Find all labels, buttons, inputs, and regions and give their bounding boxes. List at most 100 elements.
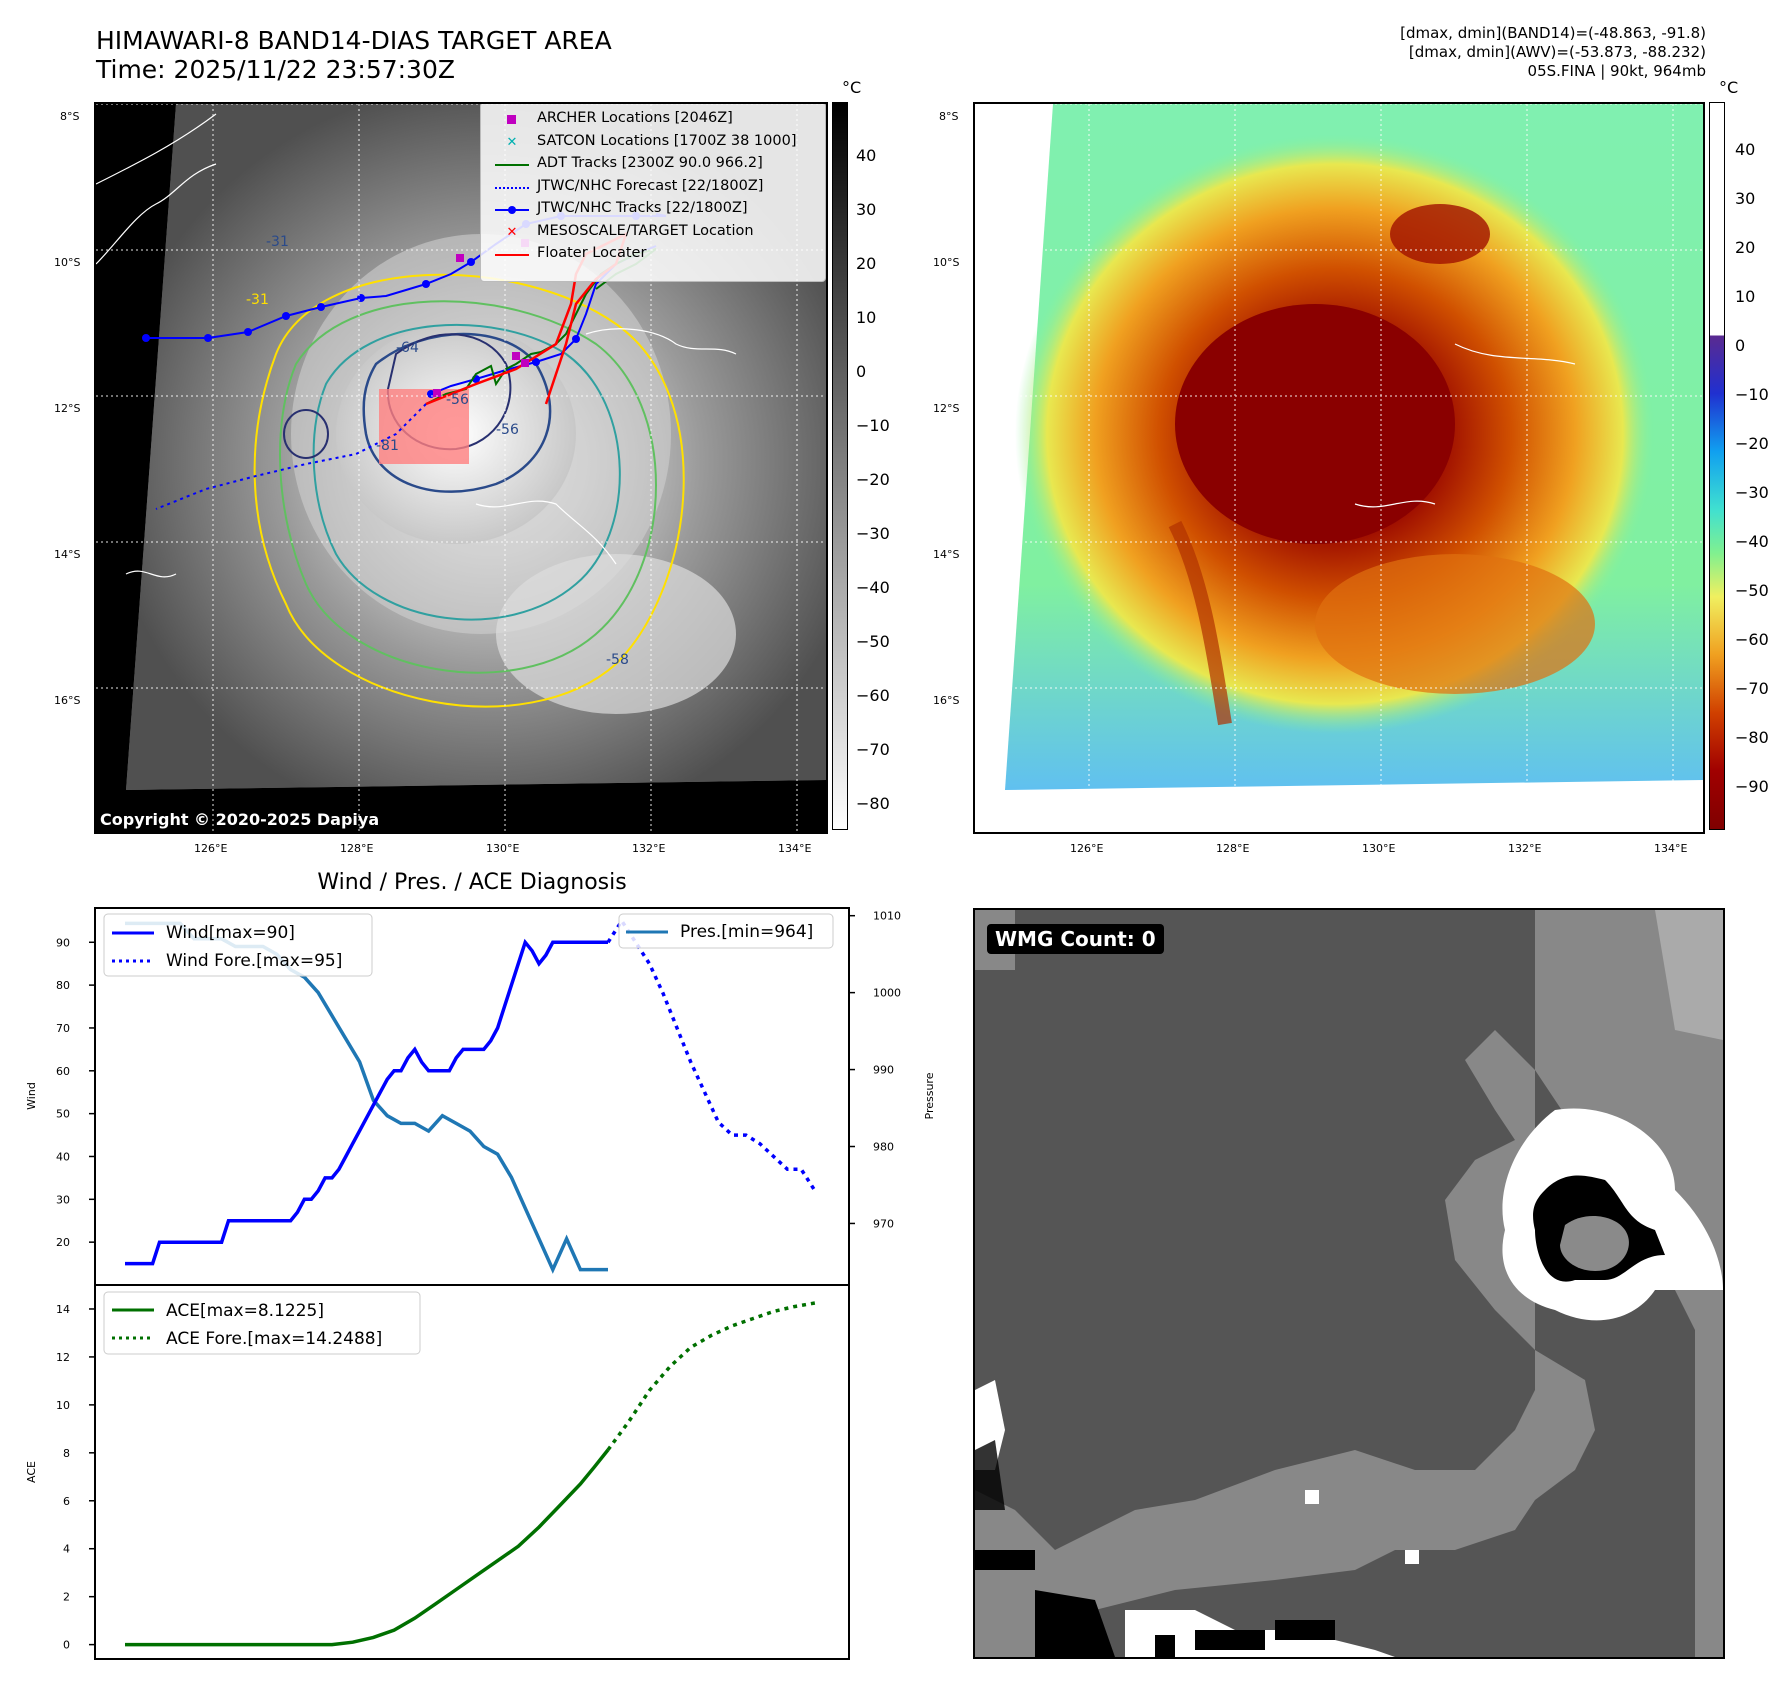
wind-forecast-series-line: [606, 917, 817, 1192]
lat-label: 12°S: [54, 402, 81, 415]
lat-label: 14°S: [54, 548, 81, 561]
ace-tick-label: 6: [63, 1495, 70, 1508]
lat-label: 16°S: [54, 694, 81, 707]
ir-colorbar-tick: −70: [856, 740, 890, 759]
lon-label: 128°E: [340, 842, 374, 855]
x-marker-icon: ✕: [506, 224, 518, 240]
wind-tick-label: 80: [56, 979, 70, 992]
ace-tick-label: 2: [63, 1591, 70, 1604]
lat-label: 10°S: [933, 256, 960, 269]
ir-map-panel: -31 -31 -64 -56 -56 -81 -58 ARCHER Locat…: [94, 102, 828, 834]
lat-label: 16°S: [933, 694, 960, 707]
ace-axis-label: ACE: [25, 1461, 38, 1483]
contour-label: -58: [606, 652, 629, 668]
legend-item-mesoscale: ✕ MESOSCALE/TARGET Location: [481, 222, 825, 245]
ace-y-ticks: 0 2 4 6 8 10 12 14: [56, 1303, 95, 1652]
ace-tick-label: 4: [63, 1543, 70, 1556]
ace-series-group: [125, 1301, 816, 1647]
awv-colorbar-tick: 40: [1735, 140, 1756, 159]
pressure-y-ticks: 970 980 990 1000 1010: [849, 910, 901, 1230]
ir-colorbar-unit: °C: [842, 78, 862, 97]
ir-colorbar-tick: 0: [856, 362, 867, 381]
awv-colorbar-tick: −90: [1735, 777, 1769, 796]
wind-tick-label: 30: [56, 1193, 70, 1206]
wind-tick-label: 40: [56, 1150, 70, 1163]
awv-colorbar-tick: −70: [1735, 679, 1769, 698]
wind-legend: Wind[max=90] Wind Fore.[max=95]: [103, 913, 373, 977]
figure-title: HIMAWARI-8 BAND14-DIAS TARGET AREA Time:…: [96, 26, 612, 84]
ace-tick-label: 14: [56, 1303, 70, 1316]
awv-colorbar-tick: 20: [1735, 238, 1756, 257]
awv-colorbar-tick: 10: [1735, 287, 1756, 306]
ir-colorbar-tick: 10: [856, 308, 877, 327]
ace-series-line: [125, 1448, 610, 1647]
x-marker-icon: ✕: [506, 134, 518, 150]
awv-colorbar-tick: −20: [1735, 434, 1769, 453]
contour-label: -31: [246, 292, 269, 308]
wind-y-ticks: 20 30 40 50 60 70 80 90: [56, 936, 95, 1249]
diagnostic-info: [dmax, dmin](BAND14)=(-48.863, -91.8) [d…: [1400, 24, 1706, 81]
wind-tick-label: 70: [56, 1022, 70, 1035]
awv-colorbar-tick: −60: [1735, 630, 1769, 649]
ir-colorbar-tick: 40: [856, 146, 877, 165]
awv-colorbar-tick: −30: [1735, 483, 1769, 502]
legend-item-jtwc-forecast: JTWC/NHC Forecast [22/1800Z]: [481, 177, 825, 200]
wmg-count-badge: WMG Count: 0: [987, 924, 1164, 954]
line-marker-icon: [495, 157, 529, 173]
awv-colorbar-unit: °C: [1719, 78, 1739, 97]
ir-colorbar-tick: −20: [856, 470, 890, 489]
ir-map-legend: ARCHER Locations [2046Z] ✕ SATCON Locati…: [480, 104, 826, 282]
info-line-2: [dmax, dmin](AWV)=(-53.873, -88.232): [1408, 43, 1706, 61]
pressure-tick-label: 970: [873, 1217, 894, 1230]
lat-label: 10°S: [54, 256, 81, 269]
wmg-imagery: [975, 910, 1723, 1657]
awv-colorbar-tick: −50: [1735, 581, 1769, 600]
pressure-series-line: [125, 921, 608, 1274]
awv-colorbar: [1709, 102, 1725, 830]
info-line-1: [dmax, dmin](BAND14)=(-48.863, -91.8): [1400, 24, 1706, 42]
wind-legend-label: Wind[max=90]: [166, 923, 295, 943]
ace-tick-label: 12: [56, 1351, 70, 1364]
contour-label: -56: [446, 392, 469, 408]
awv-map-imagery: [975, 104, 1703, 832]
legend-item-satcon: ✕ SATCON Locations [1700Z 38 1000]: [481, 132, 825, 155]
line-dot-icon: [495, 202, 529, 218]
lon-label: 132°E: [1508, 842, 1542, 855]
ace-tick-label: 0: [63, 1639, 70, 1652]
lon-label: 126°E: [194, 842, 228, 855]
wind-chart-frame: [94, 907, 850, 1286]
ir-colorbar-tick: −50: [856, 632, 890, 651]
pressure-axis-label: Pressure: [923, 1072, 936, 1119]
lon-label: 132°E: [632, 842, 666, 855]
wind-axis-label: Wind: [25, 1082, 38, 1110]
pressure-legend-label: Pres.[min=964]: [680, 922, 813, 942]
pressure-tick-label: 1010: [873, 910, 901, 923]
legend-item-adt: ADT Tracks [2300Z 90.0 966.2]: [481, 154, 825, 177]
ir-colorbar-tick: −40: [856, 578, 890, 597]
wind-forecast-legend-label: Wind Fore.[max=95]: [166, 951, 342, 971]
ace-legend-label: ACE[max=8.1225]: [166, 1301, 324, 1321]
ir-colorbar-tick: −10: [856, 416, 890, 435]
copyright-text: Copyright © 2020-2025 Dapiya: [100, 810, 380, 829]
lon-label: 134°E: [778, 842, 812, 855]
lon-label: 130°E: [1362, 842, 1396, 855]
contour-label: -31: [266, 234, 289, 250]
square-marker-icon: [495, 112, 529, 128]
lat-label: 12°S: [933, 402, 960, 415]
legend-item-archer: ARCHER Locations [2046Z]: [481, 109, 825, 132]
info-line-3: 05S.FINA | 90kt, 964mb: [1527, 62, 1706, 80]
ace-forecast-series-line: [606, 1301, 816, 1451]
diagnosis-title: Wind / Pres. / ACE Diagnosis: [317, 870, 626, 895]
target-box: [379, 389, 469, 464]
pressure-tick-label: 980: [873, 1141, 894, 1154]
ace-chart-frame: [94, 1284, 850, 1660]
wind-series-group: [125, 917, 817, 1274]
lat-label: 8°S: [939, 110, 959, 123]
contour-label: -64: [396, 340, 419, 356]
ir-colorbar-tick: −30: [856, 524, 890, 543]
ace-legend: ACE[max=8.1225] ACE Fore.[max=14.2488]: [103, 1291, 421, 1355]
wind-tick-label: 50: [56, 1108, 70, 1121]
ir-colorbar-tick: 30: [856, 200, 877, 219]
awv-colorbar-tick: −40: [1735, 532, 1769, 551]
awv-colorbar-tick: −80: [1735, 728, 1769, 747]
